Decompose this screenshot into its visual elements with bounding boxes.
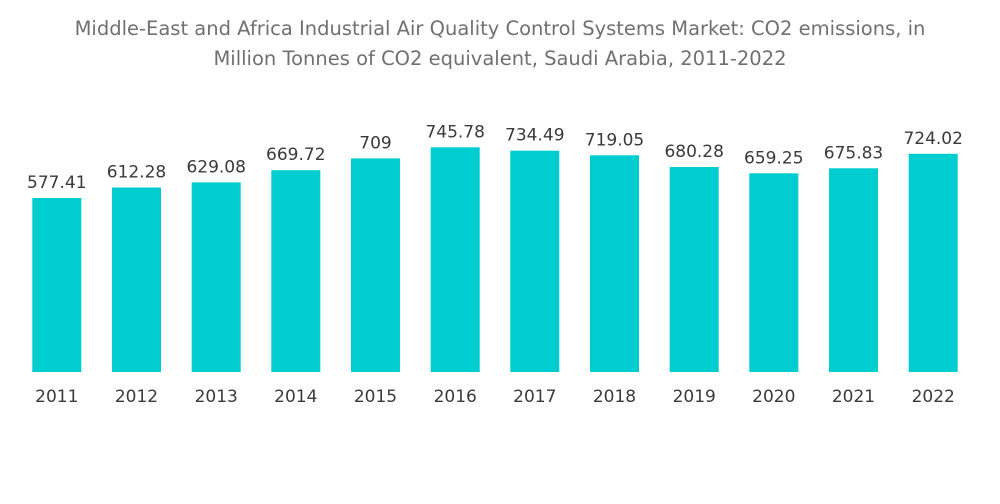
bar-2018 [590,155,639,372]
value-label-2017: 734.49 [505,126,564,146]
x-tick-label-2016: 2016 [434,387,477,407]
value-label-2019: 680.28 [664,142,723,162]
bar-2019 [669,167,719,372]
value-label-2020: 659.25 [744,148,803,168]
x-tick-label-2014: 2014 [274,387,317,407]
bar-2017 [510,150,560,372]
x-tick-label-2018: 2018 [593,387,636,407]
bar-2022 [908,153,958,372]
x-tick-label-2019: 2019 [673,387,716,407]
value-label-2022: 724.02 [903,129,962,149]
value-labels-group: 577.41 612.28 629.08 669.72 709 745.78 734.49 7… [27,122,963,193]
value-label-2014: 669.72 [266,145,325,165]
value-label-2012: 612.28 [107,163,166,183]
value-label-2015: 709 [359,133,391,153]
bar-2015 [351,158,400,372]
chart-title: Middle-East and Africa Industrial Air Qu… [0,14,1000,74]
value-label-2016: 745.78 [425,122,484,142]
value-label-2021: 675.83 [824,143,883,163]
x-tick-label-2015: 2015 [354,387,397,407]
value-label-2018: 719.05 [585,130,644,150]
bar-2020 [749,173,799,372]
x-tick-label-2012: 2012 [115,387,158,407]
value-label-2011: 577.41 [27,173,86,193]
bar-2014 [271,170,321,372]
x-axis-tick-labels: 2011 2012 2013 2014 2015 2016 2017 2018 2019 2020… [35,387,955,407]
bar-2016 [430,147,480,372]
bar-2021 [829,168,878,372]
bar-2011 [32,198,82,372]
value-label-2013: 629.08 [186,157,245,177]
chart-title-line-1: Middle-East and Africa Industrial Air Qu… [74,17,926,40]
bar-2012 [112,187,161,372]
bar-2013 [191,182,241,372]
x-tick-label-2013: 2013 [195,387,238,407]
x-tick-label-2022: 2022 [912,387,955,407]
x-tick-label-2021: 2021 [832,387,875,407]
x-tick-label-2020: 2020 [752,387,795,407]
x-tick-label-2011: 2011 [35,387,78,407]
x-tick-label-2017: 2017 [513,387,556,407]
chart-title-line-2: Million Tonnes of CO2 equivalent, Saudi … [213,47,787,70]
bars-group [32,147,958,372]
